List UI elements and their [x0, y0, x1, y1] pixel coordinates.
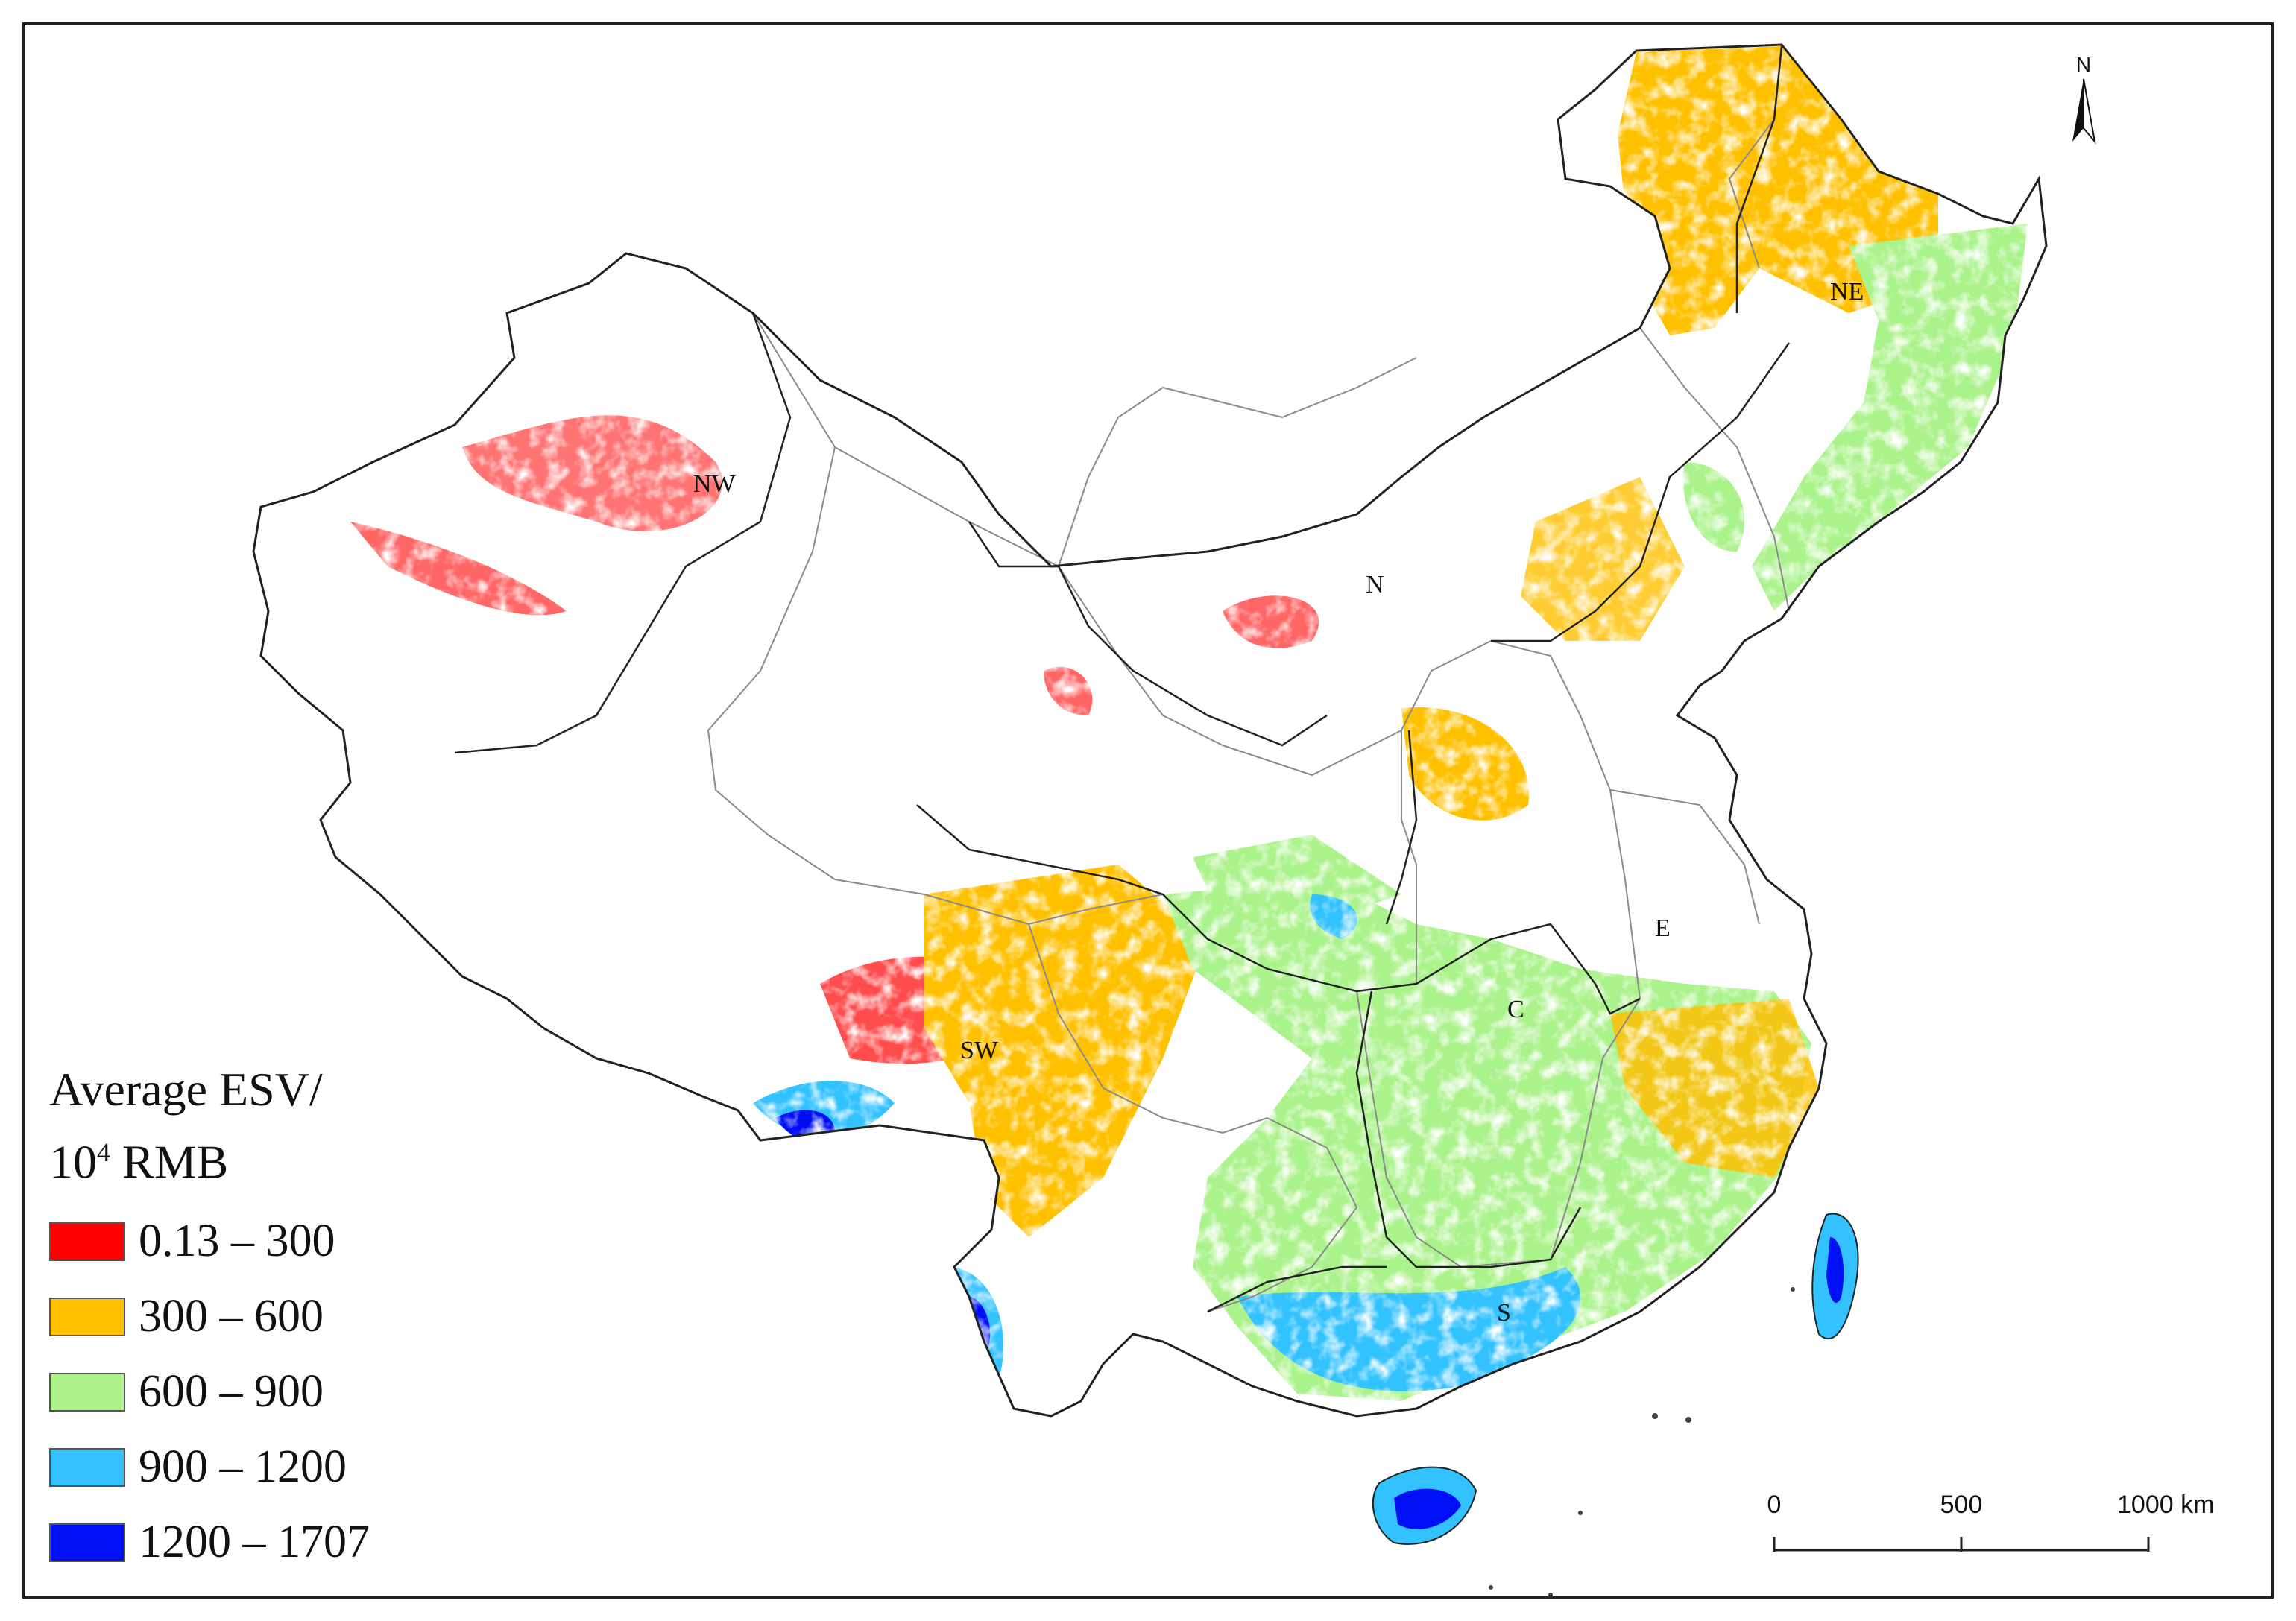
island-dots	[1489, 1287, 1795, 1597]
legend-label: 1200 – 1707	[139, 1517, 370, 1568]
legend-title-unit: RMB	[110, 1135, 229, 1189]
legend-item: 900 – 1200	[49, 1429, 467, 1505]
legend-label: 0.13 – 300	[139, 1216, 335, 1267]
region-label-e: E	[1655, 914, 1671, 942]
legend-item: 0.13 – 300	[49, 1204, 467, 1279]
legend: Average ESV/ 104 RMB 0.13 – 300 300 – 60…	[49, 1058, 467, 1580]
legend-swatch-red	[49, 1222, 125, 1261]
legend-label: 900 – 1200	[139, 1441, 347, 1493]
scale-tick-0: 0	[1767, 1491, 1782, 1519]
region-label-nw: NW	[693, 470, 737, 498]
legend-item: 300 – 600	[49, 1279, 467, 1354]
legend-swatch-orange	[49, 1297, 125, 1336]
legend-swatch-cyan	[49, 1447, 125, 1487]
scale-tick-500: 500	[1940, 1491, 1983, 1519]
legend-title: Average ESV/ 104 RMB	[49, 1058, 467, 1193]
north-arrow-label: N	[2076, 53, 2091, 76]
china-outline	[252, 43, 2048, 1418]
taiwan-core	[1826, 1237, 1844, 1304]
region-boundaries	[454, 45, 1791, 1313]
legend-label: 600 – 900	[139, 1366, 324, 1418]
hainan-core	[1394, 1488, 1461, 1529]
legend-swatch-green	[49, 1372, 125, 1412]
region-label-n: N	[1366, 571, 1384, 598]
legend-swatch-blue	[49, 1523, 125, 1562]
north-arrow: N	[2072, 53, 2096, 145]
north-arrow-right-half	[2083, 78, 2096, 145]
scale-bar: 0 500 1000 km	[1767, 1491, 2214, 1552]
legend-title-line1: Average ESV/	[49, 1063, 323, 1116]
region-label-s: S	[1497, 1299, 1511, 1327]
legend-title-line2: 104 RMB	[49, 1121, 467, 1193]
north-arrow-left-half	[2072, 79, 2084, 142]
region-label-sw: SW	[960, 1037, 999, 1064]
region-label-ne: NE	[1830, 278, 1864, 306]
scale-tick-1000: 1000 km	[2117, 1491, 2214, 1519]
legend-title-base: 10	[49, 1135, 97, 1189]
legend-item: 600 – 900	[49, 1354, 467, 1429]
esv-raster-layer	[350, 46, 2028, 1401]
legend-label: 300 – 600	[139, 1291, 324, 1342]
legend-item: 1200 – 1707	[49, 1505, 467, 1580]
province-boundaries	[707, 45, 1790, 1312]
region-label-c: C	[1507, 996, 1524, 1023]
legend-title-exponent: 4	[97, 1137, 110, 1167]
